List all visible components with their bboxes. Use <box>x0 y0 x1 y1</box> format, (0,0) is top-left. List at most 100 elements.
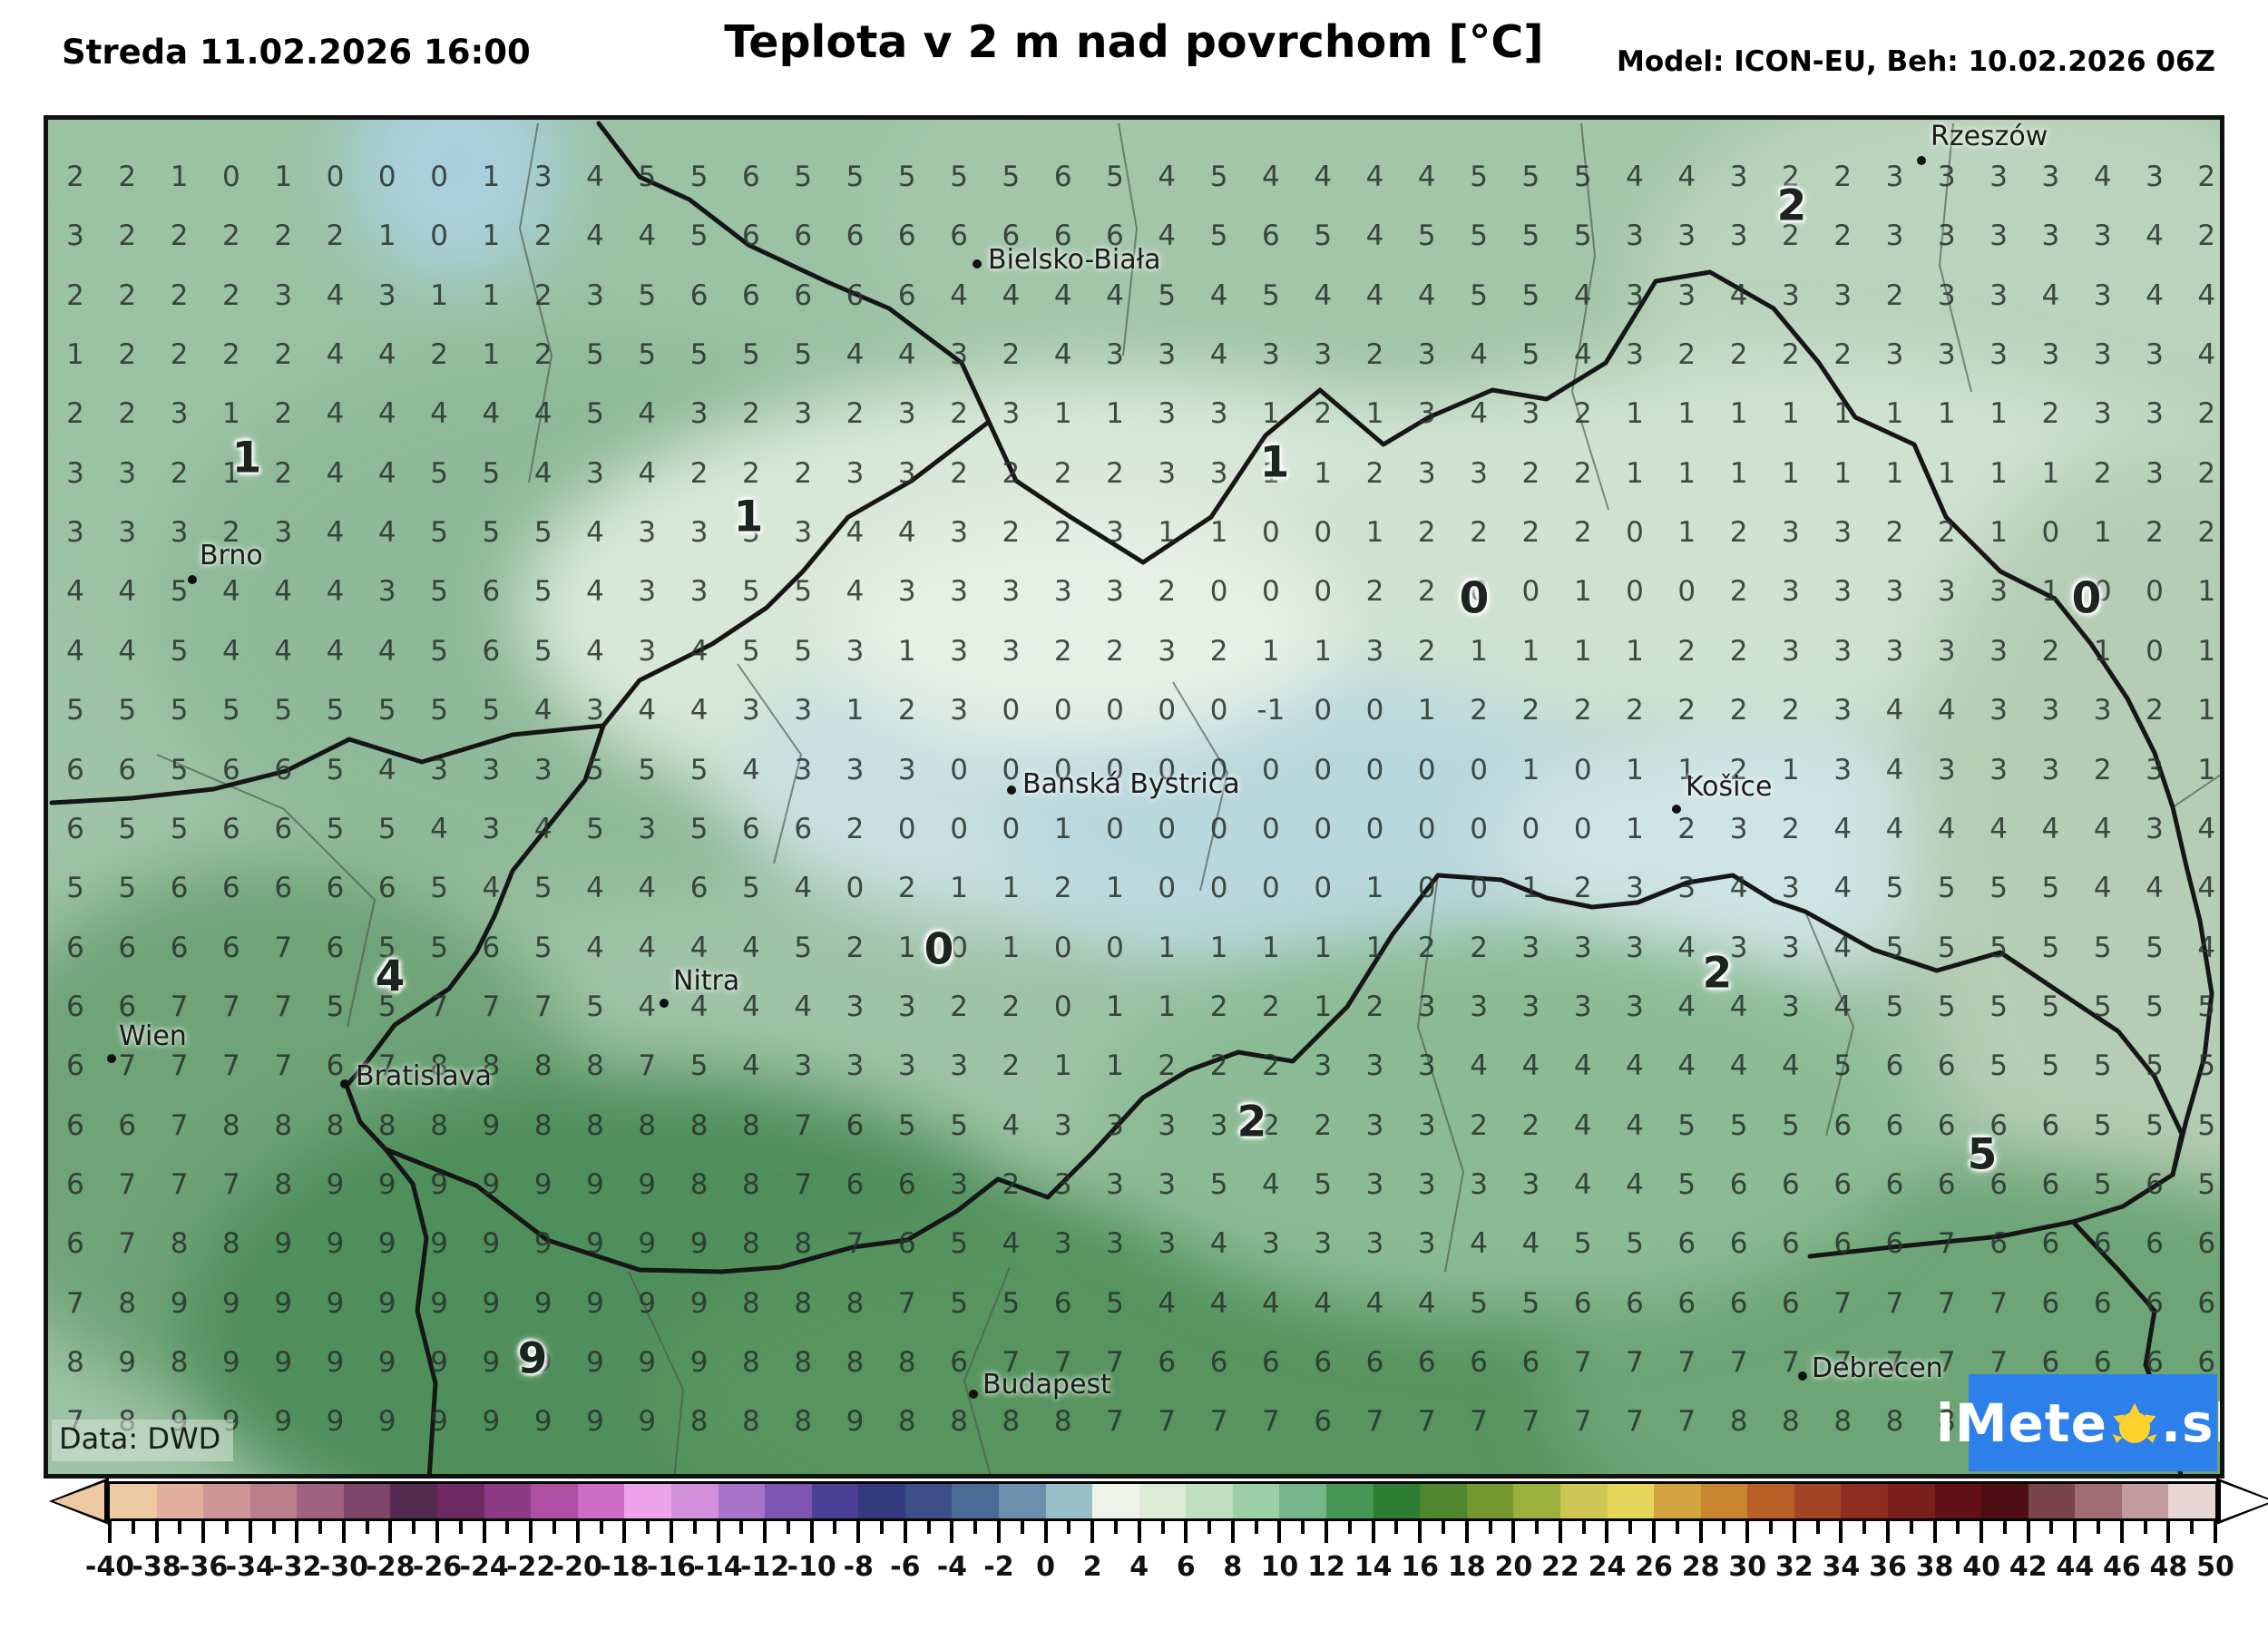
colorbar-cell <box>1559 1484 1608 1518</box>
colorbar-cell <box>2168 1484 2216 1518</box>
city-dot <box>1007 786 1016 795</box>
grid-temperature-value: 4 <box>1885 694 1904 727</box>
grid-temperature-value: 0 <box>1209 872 1228 905</box>
grid-temperature-value: 6 <box>846 1108 865 1142</box>
grid-temperature-value: 6 <box>897 1227 916 1261</box>
grid-temperature-value: 0 <box>1262 575 1280 609</box>
colorbar-tick <box>1605 1521 1609 1543</box>
grid-temperature-value: 5 <box>533 516 552 550</box>
grid-temperature-value: 3 <box>638 516 657 550</box>
grid-temperature-value: 1 <box>1782 456 1800 490</box>
grid-temperature-value: 5 <box>689 812 709 845</box>
grid-temperature-value: 0 <box>1262 753 1280 786</box>
colorbar-label: -20 <box>552 1551 602 1583</box>
grid-temperature-value: 5 <box>2041 872 2060 905</box>
grid-temperature-value: 7 <box>1885 1346 1904 1379</box>
grid-temperature-value: 7 <box>1833 1286 1853 1320</box>
colorbar-label: 50 <box>2196 1551 2234 1583</box>
colorbar-cell <box>765 1484 812 1518</box>
colorbar-tick <box>178 1521 182 1534</box>
colorbar-tick <box>1394 1521 1399 1534</box>
local-extreme-value: 0 <box>2071 573 2102 624</box>
colorbar-tick <box>552 1521 556 1534</box>
grid-temperature-value: 0 <box>1314 575 1333 609</box>
grid-temperature-value: 4 <box>326 456 345 490</box>
grid-temperature-value: 2 <box>1521 516 1540 550</box>
grid-temperature-value: 5 <box>482 516 501 550</box>
grid-temperature-value: 4 <box>430 397 448 431</box>
grid-temperature-value: 3 <box>1989 694 2008 727</box>
grid-temperature-value: 4 <box>1521 1049 1540 1083</box>
grid-temperature-value: 3 <box>1053 1167 1072 1201</box>
grid-temperature-value: 3 <box>1937 220 1956 253</box>
grid-temperature-value: 4 <box>1626 1167 1644 1201</box>
city-label: Bratislava <box>356 1060 492 1092</box>
grid-temperature-value: 7 <box>794 1167 813 1201</box>
grid-temperature-value: 2 <box>846 397 865 431</box>
colorbar-tick <box>458 1521 463 1534</box>
grid-temperature-value: 8 <box>1002 1405 1021 1439</box>
grid-temperature-value: 5 <box>1677 1108 1696 1142</box>
grid-temperature-value: 4 <box>1833 931 1853 964</box>
grid-temperature-value: 3 <box>170 516 189 550</box>
grid-temperature-value: 3 <box>1885 634 1904 668</box>
grid-temperature-value: 2 <box>1365 990 1384 1023</box>
grid-temperature-value: 4 <box>1365 220 1384 253</box>
grid-temperature-value: 5 <box>1521 338 1540 372</box>
grid-temperature-value: 6 <box>1833 1227 1853 1261</box>
colorbar-label: 24 <box>1588 1551 1627 1583</box>
grid-temperature-value: 5 <box>1833 1049 1853 1083</box>
grid-temperature-value: 0 <box>1470 812 1488 845</box>
colorbar-cell <box>531 1484 578 1518</box>
grid-temperature-value: 5 <box>2093 1108 2112 1142</box>
colorbar-tick <box>2119 1521 2124 1543</box>
colorbar-cell <box>1139 1484 1187 1518</box>
grid-temperature-value: 6 <box>1885 1167 1904 1201</box>
grid-temperature-value: 4 <box>1729 990 1748 1023</box>
grid-temperature-value: 2 <box>1002 516 1021 550</box>
grid-temperature-value: 3 <box>1314 338 1333 372</box>
grid-temperature-value: 3 <box>586 694 604 727</box>
grid-temperature-value: 7 <box>1937 1346 1956 1379</box>
grid-temperature-value: 9 <box>377 1405 396 1439</box>
grid-temperature-value: 6 <box>1782 1286 1800 1320</box>
grid-temperature-value: 1 <box>1833 456 1853 490</box>
grid-temperature-value: 4 <box>1365 161 1384 193</box>
grid-temperature-value: 7 <box>1573 1346 1592 1379</box>
colorbar-cell <box>110 1484 157 1518</box>
grid-temperature-value: 5 <box>1573 220 1592 253</box>
grid-temperature-value: 3 <box>118 516 137 550</box>
grid-temperature-value: 5 <box>170 634 189 668</box>
grid-temperature-value: 3 <box>2093 278 2112 312</box>
grid-temperature-value: 6 <box>1262 220 1280 253</box>
grid-temperature-value: 5 <box>794 575 813 609</box>
grid-temperature-value: 2 <box>274 456 293 490</box>
grid-temperature-value: 5 <box>66 872 84 905</box>
grid-temperature-value: 6 <box>1833 1108 1853 1142</box>
colorbar-cell <box>858 1484 905 1518</box>
grid-temperature-value: 6 <box>222 812 240 845</box>
grid-temperature-value: 5 <box>118 872 137 905</box>
grid-temperature-value: 3 <box>274 516 293 550</box>
colorbar-tick <box>505 1521 510 1534</box>
grid-temperature-value: 3 <box>2146 456 2164 490</box>
grid-temperature-value: 6 <box>689 872 709 905</box>
grid-temperature-value: 0 <box>1053 990 1072 1023</box>
grid-temperature-value: 2 <box>1158 575 1177 609</box>
grid-temperature-value: 6 <box>1417 1346 1436 1379</box>
city-label: Budapest <box>982 1369 1111 1401</box>
city-label: Rzeszów <box>1931 121 2048 152</box>
local-extreme-value: 0 <box>1459 573 1490 624</box>
colorbar-cell <box>811 1484 859 1518</box>
grid-temperature-value: 8 <box>1885 1405 1904 1439</box>
grid-temperature-value: 7 <box>1677 1405 1696 1439</box>
grid-temperature-value: 4 <box>1262 1167 1280 1201</box>
grid-temperature-value: 6 <box>742 161 760 193</box>
colorbar-tick <box>224 1521 229 1534</box>
colorbar-cell <box>624 1484 671 1518</box>
grid-temperature-value: 5 <box>742 872 760 905</box>
grid-temperature-value: 2 <box>170 278 189 312</box>
grid-temperature-value: 6 <box>66 931 84 964</box>
colorbar-label: -2 <box>983 1551 1014 1583</box>
grid-temperature-value: 7 <box>118 1167 137 1201</box>
